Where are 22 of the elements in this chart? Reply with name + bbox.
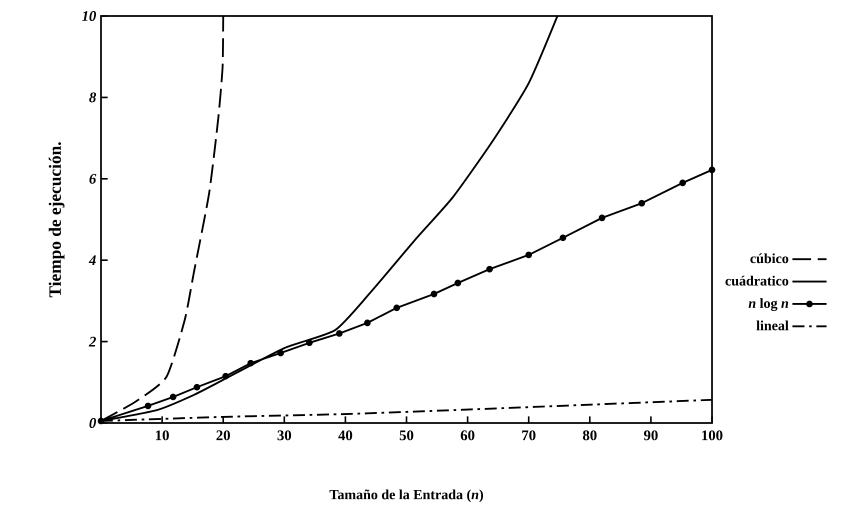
x-tick-label: 10 (156, 430, 169, 440)
legend-label: n log n (748, 298, 788, 311)
y-axis-title: Tiempo de ejecución. (48, 142, 64, 298)
x-tick-label: 70 (522, 430, 536, 440)
legend-label: lineal (756, 320, 789, 330)
x-tick-label: 20 (216, 430, 230, 440)
y-tick-label: 10 (82, 11, 96, 21)
y-tick-label: 0 (89, 418, 96, 428)
x-tick-label: 30 (278, 430, 292, 440)
x-axis-title: Tamaño de la Entrada (n) (330, 489, 484, 502)
x-tick-label: 80 (582, 430, 597, 440)
x-tick-label: 50 (400, 430, 414, 440)
legend-label: cúbico (750, 253, 788, 264)
y-tick-label: 6 (89, 174, 96, 184)
legend-label: cuádratico (726, 276, 788, 286)
x-tick-label: 60 (460, 430, 474, 440)
y-tick-label: 4 (88, 255, 96, 266)
x-tick-label: 100 (702, 430, 722, 440)
y-tick-label: 8 (89, 92, 96, 102)
x-tick-label: 40 (338, 430, 352, 440)
x-tick-label: 90 (644, 430, 658, 440)
y-tick-label: 2 (88, 336, 96, 346)
